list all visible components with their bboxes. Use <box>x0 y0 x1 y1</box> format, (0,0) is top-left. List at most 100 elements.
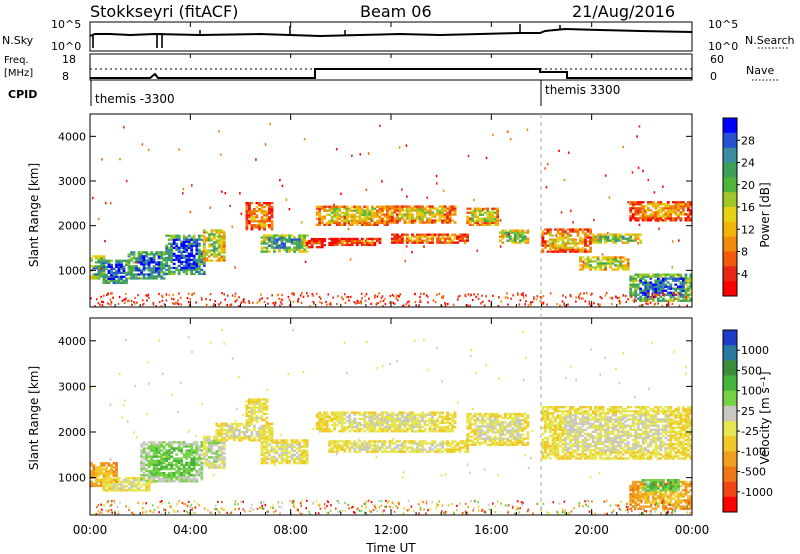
velocity-cell <box>142 489 146 492</box>
power-cell <box>215 253 219 256</box>
velocity-cell <box>411 421 414 425</box>
power-cell <box>634 283 638 286</box>
power-cell <box>413 205 417 208</box>
velocity-cell <box>370 421 374 425</box>
velocity-cell <box>222 445 226 449</box>
power-noise <box>438 239 440 243</box>
power-cell <box>413 221 417 224</box>
velocity-cell <box>235 435 239 438</box>
power-cell <box>486 209 490 212</box>
power-cell <box>611 239 615 242</box>
velocity-cell <box>386 446 389 449</box>
power-cell <box>626 239 630 242</box>
power-cell <box>677 279 680 282</box>
power-cell <box>265 236 269 239</box>
velocity-cell <box>177 480 181 483</box>
power-cell <box>250 226 254 229</box>
power-cell <box>132 277 136 280</box>
power-cell <box>441 215 444 218</box>
power-cell <box>245 218 249 221</box>
power-cell <box>478 209 482 212</box>
velocity-cell <box>273 439 276 442</box>
power-cell <box>513 239 517 242</box>
velocity-cell <box>423 448 427 451</box>
velocity-cell <box>466 441 470 444</box>
power-cell <box>343 221 347 224</box>
velocity-cell <box>258 439 261 442</box>
velocity-cell <box>413 419 417 423</box>
velocity-cell <box>293 441 296 444</box>
velocity-cell <box>190 445 194 448</box>
power-cell <box>212 229 216 232</box>
velocity-cell <box>215 435 219 439</box>
power-cell <box>594 241 597 244</box>
power-cell <box>315 213 319 216</box>
velocity-cell <box>298 455 301 459</box>
power-cell <box>185 236 189 239</box>
velocity-cell <box>207 441 211 445</box>
power-noise <box>312 294 315 297</box>
power-cell <box>624 266 628 269</box>
power-cell <box>669 295 673 298</box>
power-cell <box>373 213 377 216</box>
power-cell <box>348 223 352 226</box>
velocity-cell <box>368 413 372 416</box>
velocity-cell <box>431 413 434 416</box>
velocity-cell <box>280 461 284 465</box>
power-cell <box>182 264 186 268</box>
power-cell <box>373 211 377 214</box>
power-cell <box>340 211 344 214</box>
power-cell <box>616 268 620 271</box>
power-cell <box>621 266 625 269</box>
power-cell <box>192 256 196 259</box>
power-cell <box>135 269 138 272</box>
velocity-cell <box>328 430 332 433</box>
power-cell <box>140 259 143 262</box>
power-noise <box>647 178 650 182</box>
power-cell <box>641 297 645 300</box>
power-cell <box>152 253 156 256</box>
velocity-cell <box>288 445 291 448</box>
power-noise <box>133 301 135 304</box>
velocity-cell <box>170 478 174 481</box>
power-cell <box>508 229 512 232</box>
power-cell <box>599 233 602 236</box>
power-cell <box>348 215 352 218</box>
velocity-cell <box>225 424 229 428</box>
power-noise <box>525 300 527 303</box>
power-cell <box>92 265 96 268</box>
velocity-cell <box>140 463 143 467</box>
velocity-cell <box>212 441 216 445</box>
power-cell <box>656 281 660 284</box>
power-cell <box>308 242 311 245</box>
velocity-cell <box>378 419 382 423</box>
velocity-cell <box>167 471 171 475</box>
velocity-cell <box>137 489 141 492</box>
power-cell <box>466 219 470 222</box>
power-cell <box>320 207 324 210</box>
velocity-cell <box>343 442 347 445</box>
velocity-cell <box>157 463 161 467</box>
power-cell <box>682 277 685 280</box>
power-cell <box>132 267 136 270</box>
velocity-cell <box>333 446 337 449</box>
velocity-cell <box>260 414 264 418</box>
velocity-cell <box>102 462 106 465</box>
power-cell <box>248 202 251 205</box>
power-cell <box>408 213 412 216</box>
power-noise <box>520 293 523 296</box>
power-cell <box>185 256 189 259</box>
velocity-cell <box>348 417 352 420</box>
power-cell <box>596 266 600 269</box>
power-cell <box>431 239 434 242</box>
velocity-cell <box>265 443 269 446</box>
velocity-cell <box>170 467 174 471</box>
power-cell <box>664 217 668 220</box>
power-cell <box>185 238 189 241</box>
velocity-cell <box>150 445 153 448</box>
velocity-cell <box>192 461 196 464</box>
power-cell <box>431 219 434 222</box>
velocity-cell <box>92 468 96 471</box>
power-cell <box>679 205 683 208</box>
velocity-cell <box>433 423 437 427</box>
